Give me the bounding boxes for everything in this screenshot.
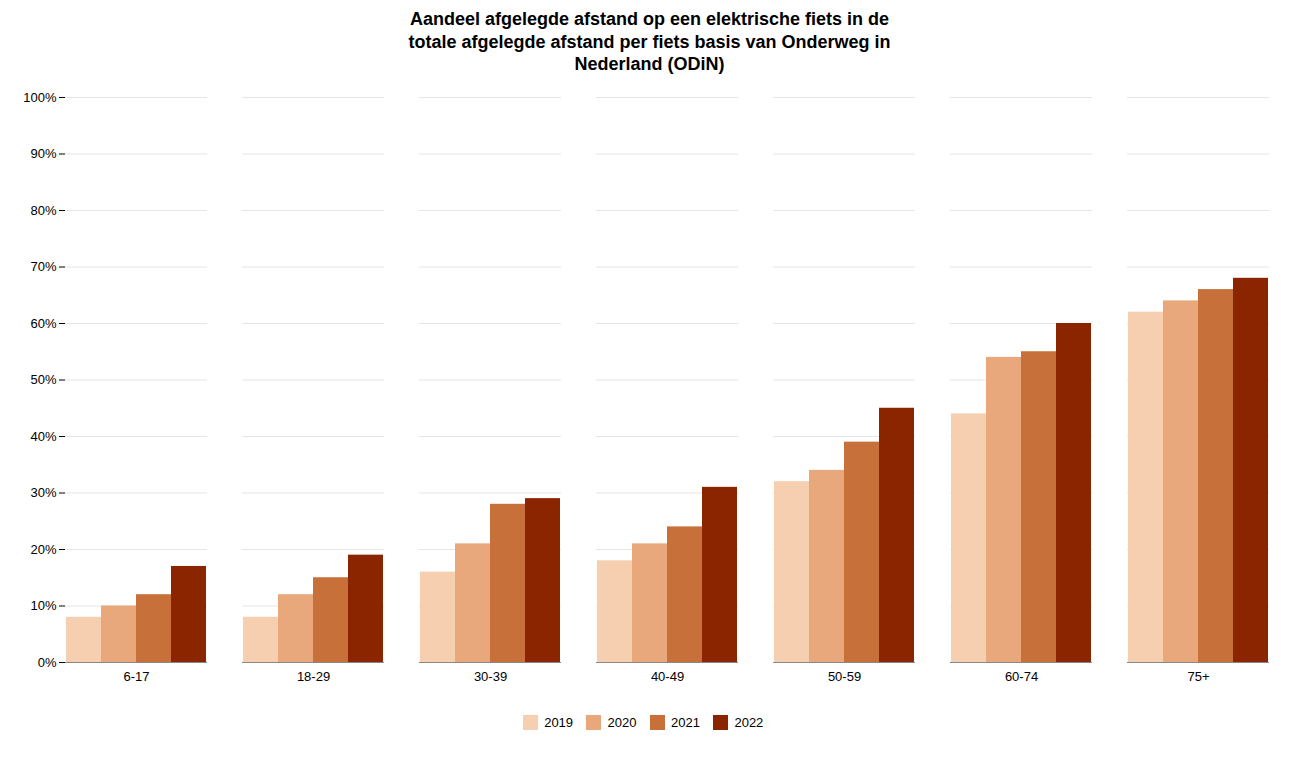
html-text:2022: 2022 — [734, 714, 764, 730]
svg-text:40%: 40% — [30, 428, 56, 443]
svg-text:40-49: 40-49 — [651, 668, 684, 683]
svg-text:6-17: 6-17 — [123, 668, 149, 683]
html-text:2020: 2020 — [607, 714, 637, 730]
svg-text:18-29: 18-29 — [297, 668, 330, 683]
svg-text:30%: 30% — [30, 485, 56, 500]
html-text:2021: 2021 — [671, 714, 700, 730]
html-text:2019: 2019 — [544, 714, 574, 730]
svg-text:0%: 0% — [38, 654, 57, 669]
svg-text:50-59: 50-59 — [828, 668, 861, 683]
svg-text:20%: 20% — [30, 541, 56, 556]
svg-text:60%: 60% — [30, 315, 56, 330]
svg-text:50%: 50% — [30, 372, 56, 387]
svg-text:60-74: 60-74 — [1005, 668, 1038, 683]
svg-text:80%: 80% — [30, 202, 56, 217]
svg-text:10%: 10% — [30, 598, 56, 613]
svg-text:70%: 70% — [30, 259, 56, 274]
html-text:Aandeel afgelegde afstand op e: Aandeel afgelegde afstand op een elektri… — [408, 9, 891, 74]
svg-text:100%: 100% — [23, 89, 57, 104]
svg-text:90%: 90% — [30, 146, 56, 161]
svg-text:30-39: 30-39 — [474, 668, 507, 683]
svg-text:75+: 75+ — [1187, 668, 1209, 683]
